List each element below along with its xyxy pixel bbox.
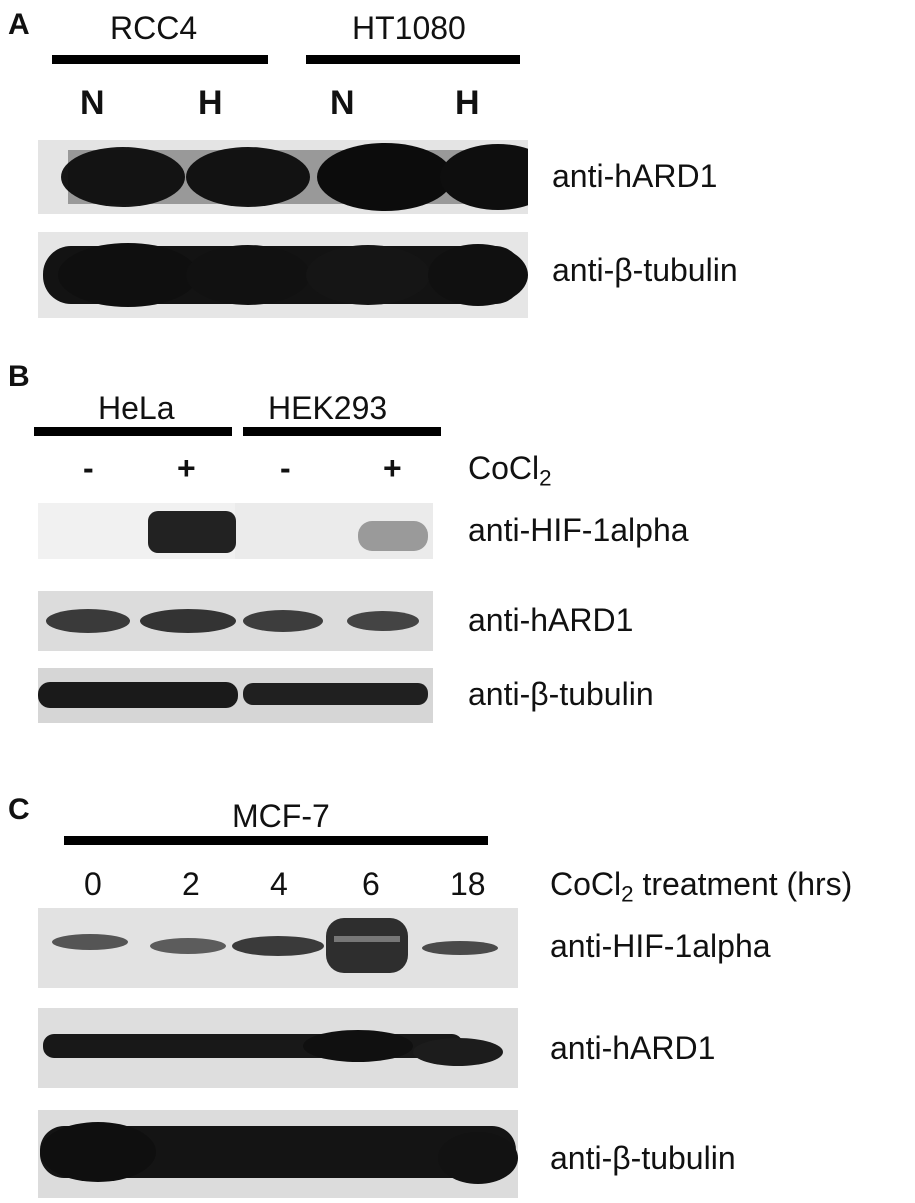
treatment-sign: - bbox=[83, 450, 94, 486]
group-bar-hela bbox=[34, 427, 232, 436]
time-label: 18 bbox=[450, 866, 486, 902]
blot-label-a-hard1: anti-hARD1 bbox=[552, 158, 718, 194]
blot-c-hard1 bbox=[38, 1008, 518, 1088]
group-bar-hek293 bbox=[243, 427, 441, 436]
treatment-sign: + bbox=[383, 450, 402, 486]
group-label-ht1080: HT1080 bbox=[352, 10, 466, 46]
blot-label-c-hif1alpha: anti-HIF-1alpha bbox=[550, 928, 771, 964]
condition-label: N bbox=[330, 84, 355, 122]
condition-label: H bbox=[198, 84, 223, 122]
blot-c-hif1alpha bbox=[38, 908, 518, 988]
group-label-hela: HeLa bbox=[98, 390, 175, 426]
blot-c-tubulin bbox=[38, 1110, 518, 1198]
panel-a-letter: A bbox=[8, 8, 30, 41]
time-label: 4 bbox=[270, 866, 288, 902]
group-label-hek293: HEK293 bbox=[268, 390, 388, 426]
group-label-rcc4: RCC4 bbox=[110, 10, 198, 46]
blot-label-a-tubulin: anti-β-tubulin bbox=[552, 252, 738, 288]
blot-label-c-hard1: anti-hARD1 bbox=[550, 1030, 716, 1066]
treatment-label-c: CoCl2 treatment (hrs) bbox=[550, 866, 853, 907]
treatment-label-b: CoCl2 bbox=[468, 450, 552, 491]
blot-b-hard1 bbox=[38, 591, 433, 651]
blot-label-b-hif1alpha: anti-HIF-1alpha bbox=[468, 512, 689, 548]
group-bar-ht1080 bbox=[306, 55, 520, 64]
blot-b-tubulin bbox=[38, 668, 433, 723]
group-bar-mcf7 bbox=[64, 836, 488, 845]
condition-label: N bbox=[80, 84, 105, 122]
treatment-sign: - bbox=[280, 450, 291, 486]
blot-a-hard1 bbox=[38, 140, 528, 214]
blot-label-b-tubulin: anti-β-tubulin bbox=[468, 676, 654, 712]
treatment-sign: + bbox=[177, 450, 196, 486]
group-label-mcf7: MCF-7 bbox=[232, 798, 330, 834]
condition-label: H bbox=[455, 84, 480, 122]
group-bar-rcc4 bbox=[52, 55, 268, 64]
panel-b-letter: B bbox=[8, 360, 30, 393]
blot-label-c-tubulin: anti-β-tubulin bbox=[550, 1140, 736, 1176]
blot-a-tubulin bbox=[38, 232, 528, 318]
blot-label-b-hard1: anti-hARD1 bbox=[468, 602, 634, 638]
time-label: 0 bbox=[84, 866, 102, 902]
blot-b-hif1alpha bbox=[38, 503, 433, 559]
time-label: 2 bbox=[182, 866, 200, 902]
panel-c-letter: C bbox=[8, 793, 30, 826]
time-label: 6 bbox=[362, 866, 380, 902]
